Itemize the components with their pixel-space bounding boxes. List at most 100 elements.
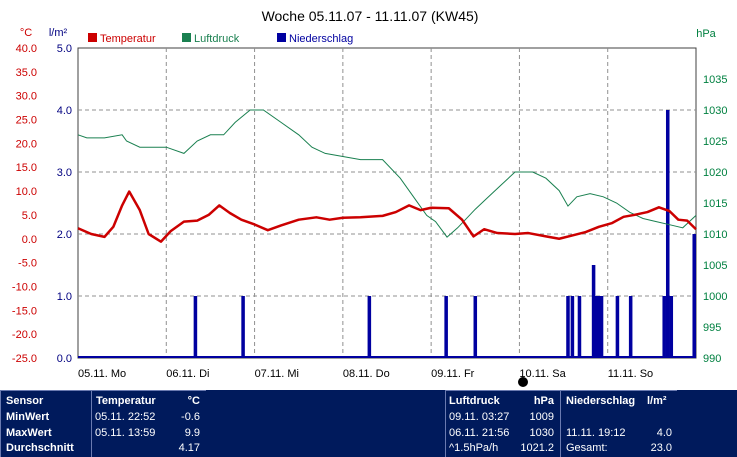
niederschlag-bar	[594, 296, 599, 358]
x-tick-label: 10.11. Sa	[519, 368, 566, 380]
rain-tick-label: 5.0	[57, 43, 72, 55]
stats-max-press-time: 06.11. 21:56	[449, 427, 510, 439]
niederschlag-bar	[591, 265, 596, 358]
stats-header-niederschlag: Niederschlag	[566, 395, 636, 407]
niederschlag-bar	[615, 296, 620, 358]
series-lines	[77, 109, 697, 243]
pressure-tick-label: 995	[703, 322, 721, 334]
temp-tick-label: 10.0	[16, 186, 37, 198]
stats-row-label-max: MaxWert	[6, 427, 52, 439]
temp-axis-unit: °C	[20, 27, 32, 39]
stats-col-press	[445, 390, 560, 457]
luftdruck-line	[77, 109, 697, 238]
x-tick-label: 06.11. Di	[166, 368, 209, 380]
temp-tick-label: 0.0	[22, 234, 37, 246]
temp-tick-label: 20.0	[16, 138, 37, 150]
pressure-tick-label: 1035	[703, 74, 727, 86]
niederschlag-bar	[577, 296, 582, 358]
stats-min-press-value: 1009	[529, 411, 554, 423]
legend-swatch-niederschlag	[277, 33, 286, 42]
niederschlag-bar	[193, 296, 198, 358]
stats-max-rain-value: 4.0	[656, 427, 672, 439]
stats-header-luftdruck: Luftdruck	[449, 395, 500, 407]
x-tick-label: 09.11. Fr	[431, 368, 475, 380]
stats-col-temp	[91, 390, 206, 457]
pressure-tick-label: 1030	[703, 105, 727, 117]
temp-tick-label: 5.0	[22, 210, 37, 222]
temp-tick-label: 40.0	[16, 43, 37, 55]
temp-axis-ticks: 40.0 35.0 30.0 25.0 20.0 15.0 10.0 5.0 0.0 -5.0 -1…	[12, 43, 37, 365]
weather-chart: 40.0 35.0 30.0 25.0 20.0 15.0 10.0 5.0 0.0 -5.0 -1…	[12, 8, 727, 387]
rain-tick-label: 4.0	[57, 105, 72, 117]
stats-row-label-avg: Durchschnitt	[6, 442, 74, 454]
stats-total-rain-label: Gesamt:	[566, 442, 608, 454]
stats-min-press-time: 09.11. 03:27	[449, 411, 510, 423]
temp-tick-label: 35.0	[16, 67, 37, 79]
x-tick-label: 08.11. Do	[343, 368, 390, 380]
niederschlag-bar	[566, 296, 570, 358]
stats-avg-temp-value: 4.17	[178, 442, 200, 454]
legend-label-niederschlag: Niederschlag	[289, 33, 353, 45]
stats-total-rain-value: 23.0	[650, 442, 672, 454]
stats-min-temp-time: 05.11. 22:52	[95, 411, 156, 423]
niederschlag-bar	[473, 296, 478, 358]
statistics-table: Sensor Temperatur °C Luftdruck hPa Niede…	[0, 390, 737, 457]
stats-max-temp-value: 9.9	[184, 427, 200, 439]
temp-tick-label: 25.0	[16, 115, 37, 127]
rain-tick-label: 3.0	[57, 167, 72, 179]
niederschlag-bar	[444, 296, 448, 358]
temp-tick-label: -20.0	[12, 329, 37, 341]
niederschlag-bar	[662, 296, 666, 358]
scroll-marker-icon[interactable]	[518, 377, 528, 387]
temp-tick-label: -15.0	[12, 305, 37, 317]
legend: Temperatur Luftdruck Niederschlag	[88, 33, 353, 45]
niederschlag-bar	[692, 234, 696, 358]
pressure-tick-label: 1000	[703, 291, 727, 303]
niederschlag-bar	[367, 296, 372, 358]
pressure-axis-ticks: 1035 1030 1025 1020 1015 1010 1005 1000 995 990	[703, 74, 727, 365]
pressure-tick-label: 1005	[703, 260, 727, 272]
stats-max-rain-time: 11.11. 19:12	[566, 427, 626, 439]
stats-min-temp-value: -0.6	[181, 411, 200, 423]
pressure-axis-unit: hPa	[696, 28, 716, 40]
stats-avg-press-trend: ^1.5hPa/h	[449, 442, 499, 454]
niederschlag-bar	[669, 296, 674, 358]
x-tick-label: 07.11. Mi	[255, 368, 299, 380]
rain-tick-label: 0.0	[57, 353, 72, 365]
temp-tick-label: 30.0	[16, 91, 37, 103]
pressure-tick-label: 1020	[703, 167, 727, 179]
stats-header-hpa-unit: hPa	[533, 395, 554, 407]
rain-axis-unit: l/m²	[49, 27, 68, 39]
temp-tick-label: 15.0	[16, 162, 37, 174]
legend-label-luftdruck: Luftdruck	[194, 33, 240, 45]
niederschlag-bar	[628, 296, 633, 358]
niederschlag-bar	[599, 296, 604, 358]
pressure-tick-label: 990	[703, 353, 721, 365]
stats-max-temp-time: 05.11. 13:59	[95, 427, 156, 439]
x-tick-label: 05.11. Mo	[78, 368, 126, 380]
legend-swatch-luftdruck	[182, 33, 191, 42]
pressure-tick-label: 1010	[703, 229, 727, 241]
stats-header-rain-unit: l/m²	[647, 395, 667, 407]
niederschlag-bars	[78, 110, 696, 358]
temp-tick-label: -10.0	[12, 281, 37, 293]
chart-title: Woche 05.11.07 - 11.11.07 (KW45)	[262, 8, 479, 24]
legend-label-temperatur: Temperatur	[100, 33, 156, 45]
temp-tick-label: -5.0	[18, 258, 37, 270]
pressure-tick-label: 1025	[703, 136, 727, 148]
stats-col-rain	[560, 390, 677, 457]
stats-header-temp-unit: °C	[187, 395, 200, 407]
niederschlag-bar	[665, 110, 670, 358]
rain-tick-label: 1.0	[57, 291, 72, 303]
stats-header-sensor: Sensor	[6, 395, 44, 407]
rain-tick-label: 2.0	[57, 229, 72, 241]
stats-header-temperatur: Temperatur	[96, 395, 156, 407]
temp-tick-label: -25.0	[12, 353, 37, 365]
legend-swatch-temperatur	[88, 33, 97, 42]
stats-col-sensor	[0, 390, 91, 457]
niederschlag-bar	[570, 296, 575, 358]
rain-axis-ticks: 5.0 4.0 3.0 2.0 1.0 0.0	[57, 43, 72, 365]
x-tick-label: 11.11. So	[608, 368, 653, 380]
pressure-tick-label: 1015	[703, 198, 727, 210]
grid-lines	[78, 48, 696, 358]
